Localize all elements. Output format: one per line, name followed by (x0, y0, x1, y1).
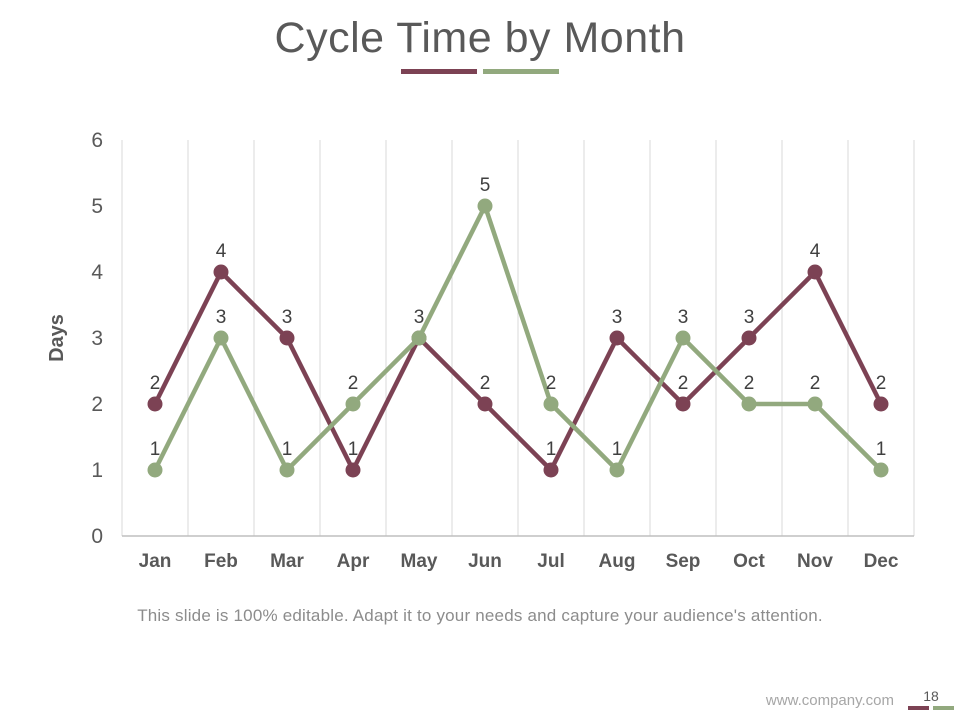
series-2-point (873, 462, 889, 478)
series-1-point (609, 330, 625, 346)
value-label: 3 (744, 307, 755, 328)
series1-legend-swatch (401, 69, 477, 75)
series-1-point (345, 462, 361, 478)
series-2-point (213, 330, 229, 346)
series-2-line (152, 203, 884, 473)
series-2-point (279, 462, 295, 478)
value-label: 1 (546, 439, 557, 460)
series-1-point (477, 396, 493, 412)
y-tick-label: 1 (91, 459, 103, 482)
value-label: 1 (612, 439, 623, 460)
series-1-point (543, 462, 559, 478)
series-2-point (609, 462, 625, 478)
value-label: 1 (876, 439, 887, 460)
value-label: 2 (810, 373, 821, 394)
value-label: 4 (810, 241, 821, 262)
page-title: Cycle Time by Month (274, 14, 686, 62)
series-1-line (152, 269, 884, 473)
series-1-point (213, 264, 229, 280)
y-tick-label: 3 (91, 327, 103, 350)
series-1-point (279, 330, 295, 346)
series-2-point (543, 396, 559, 412)
series-1-point (807, 264, 823, 280)
footer-legend-bars (908, 706, 954, 710)
value-label: 3 (678, 307, 689, 328)
y-tick-label: 2 (91, 393, 103, 416)
x-tick-label: Nov (797, 551, 833, 572)
value-label: 2 (744, 373, 755, 394)
x-tick-label: Apr (337, 551, 370, 572)
x-tick-label: Jul (537, 551, 564, 572)
series-1-point (873, 396, 889, 412)
series-2-point (411, 330, 427, 346)
x-tick-label: Mar (270, 551, 304, 572)
value-label: 2 (150, 373, 161, 394)
value-label: 2 (480, 373, 491, 394)
series-2-point (147, 462, 163, 478)
x-tick-label: Dec (864, 551, 899, 572)
footer-note: This slide is 100% editable. Adapt it to… (137, 606, 823, 625)
website-text: www.company.com (765, 692, 894, 709)
value-label: 2 (546, 373, 557, 394)
y-tick-label: 0 (91, 525, 103, 548)
y-tick-label: 6 (91, 129, 103, 152)
value-label: 3 (414, 307, 425, 328)
y-tick-label: 5 (91, 195, 103, 218)
series1-footer-swatch (908, 706, 929, 710)
x-tick-label: Aug (599, 551, 636, 572)
value-label: 5 (480, 175, 491, 196)
value-label: 1 (348, 439, 359, 460)
value-label: 3 (612, 307, 623, 328)
value-label: 3 (216, 307, 227, 328)
value-label: 2 (678, 373, 689, 394)
series-1-point (675, 396, 691, 412)
x-tick-label: Feb (204, 551, 238, 572)
footer-right-block: www.company.com 18 (766, 689, 954, 710)
series-1-point (741, 330, 757, 346)
x-tick-label: Jan (139, 551, 172, 572)
series-2-point (807, 396, 823, 412)
x-tick-label: Sep (666, 551, 701, 572)
y-tick-label: 4 (91, 261, 103, 284)
series-2-point (477, 198, 493, 214)
series-2-point (345, 396, 361, 412)
y-axis-title: Days (46, 314, 68, 362)
value-label: 2 (876, 373, 887, 394)
series-2-point (741, 396, 757, 412)
x-tick-label: Jun (468, 551, 502, 572)
value-label: 1 (150, 439, 161, 460)
x-tick-label: Oct (733, 551, 765, 572)
series2-footer-swatch (933, 706, 954, 710)
x-tick-label: May (401, 551, 438, 572)
value-label: 2 (348, 373, 359, 394)
title-legend (0, 69, 960, 75)
value-label: 4 (216, 241, 227, 262)
page-number: 18 (923, 688, 939, 704)
title-block: Cycle Time by Month (0, 14, 960, 75)
page-number-block: 18 (908, 689, 954, 710)
value-label: 3 (282, 307, 293, 328)
value-label: 1 (282, 439, 293, 460)
series2-legend-swatch (483, 69, 559, 75)
series-1-point (147, 396, 163, 412)
series-2-point (675, 330, 691, 346)
